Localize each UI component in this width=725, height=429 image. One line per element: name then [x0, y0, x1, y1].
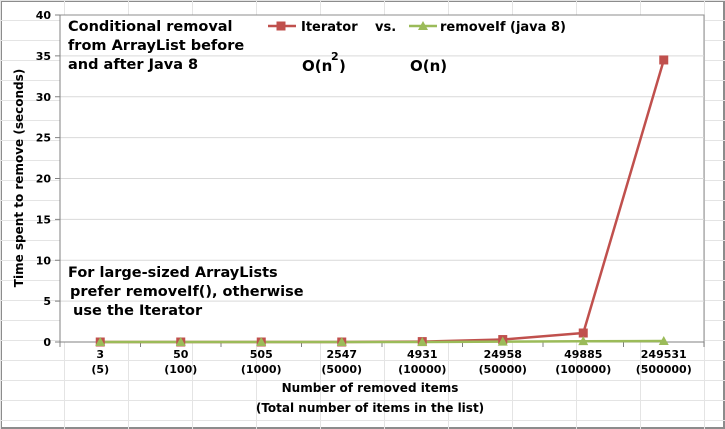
- title-line: Conditional removal: [68, 19, 233, 35]
- complexity-iterator-exponent: 2: [331, 50, 339, 63]
- data-point-removeif-java-8: [417, 337, 428, 346]
- data-point-removeif-java-8: [95, 337, 106, 346]
- x-tick-label: 50: [173, 348, 189, 361]
- legend-iterator-marker: [276, 21, 286, 31]
- y-tick-label: 15: [36, 213, 51, 226]
- x-tick-sublabel: (5): [91, 363, 109, 376]
- data-point-removeif-java-8: [497, 336, 508, 346]
- x-tick-label: 24958: [484, 348, 522, 361]
- x-tick-labels: 3 (5) 50 (100) 505 (1000) 2547 (5000) 4931 (10000…: [91, 348, 691, 376]
- note-line: prefer removeIf(), otherwise: [70, 284, 304, 300]
- series-line-removeif-java-8: [100, 339, 664, 344]
- data-point-removeif-java-8: [578, 336, 589, 346]
- legend-removeif-marker: [418, 21, 428, 30]
- annotation-note: For large-sized ArrayLists prefer remove…: [68, 265, 304, 319]
- legend: Iterator vs. removeIf (java 8): [268, 20, 566, 35]
- complexity-removeif: O(n): [410, 57, 447, 75]
- x-tick-sublabel: (100000): [555, 363, 611, 376]
- y-tick-label: 20: [36, 173, 52, 186]
- data-point-removeif-java-8: [256, 337, 267, 346]
- complexity-labels: O(n 2 ) O(n): [302, 50, 447, 75]
- x-tick-label: 249531: [641, 348, 687, 361]
- x-tick-label: 505: [250, 348, 273, 361]
- y-tick-label: 0: [43, 336, 51, 349]
- note-line: use the Iterator: [73, 303, 203, 319]
- x-tick-label: 3: [96, 348, 104, 361]
- legend-vs-label: vs.: [375, 20, 396, 35]
- gridlines: [55, 14, 704, 343]
- y-tick-label: 40: [36, 9, 52, 22]
- data-point-iterator: [578, 328, 588, 338]
- title-line: from ArrayList before: [68, 38, 244, 54]
- data-point-removeif-java-8: [658, 336, 669, 346]
- y-tick-label: 25: [36, 132, 51, 145]
- chart-title: Conditional removal from ArrayList befor…: [68, 19, 244, 73]
- x-tick-sublabel: (1000): [241, 363, 282, 376]
- x-tick-sublabel: (500000): [636, 363, 692, 376]
- x-tick-sublabel: (50000): [479, 363, 527, 376]
- legend-removeif-label: removeIf (java 8): [440, 20, 566, 35]
- series-lines: [100, 59, 665, 344]
- x-tick-label: 4931: [407, 348, 438, 361]
- x-tick-label: 2547: [326, 348, 357, 361]
- x-tick-sublabel: (10000): [398, 363, 446, 376]
- y-tick-label: 10: [36, 254, 52, 267]
- data-point-iterator: [659, 55, 669, 65]
- x-axis-title: Number of removed items: [282, 381, 459, 395]
- x-tick-sublabel: (100): [164, 363, 197, 376]
- x-tick-sublabel: (5000): [321, 363, 362, 376]
- y-tick-label: 30: [36, 91, 52, 104]
- legend-iterator-label: Iterator: [301, 20, 358, 35]
- y-tick-label: 5: [43, 295, 51, 308]
- x-axis-subtitle: (Total number of items in the list): [256, 401, 484, 415]
- y-axis-title: Time spent to remove (seconds): [12, 69, 26, 287]
- title-line: and after Java 8: [68, 57, 198, 73]
- data-point-removeif-java-8: [336, 337, 347, 346]
- y-tick-labels: 0 5 10 15 20 25 30 35 40: [36, 9, 52, 349]
- data-point-removeif-java-8: [175, 337, 186, 346]
- x-tick-label: 49885: [564, 348, 602, 361]
- complexity-iterator-close: ): [339, 57, 346, 75]
- series-markers: [95, 55, 669, 347]
- y-tick-label: 35: [36, 50, 51, 63]
- note-line: For large-sized ArrayLists: [68, 265, 278, 281]
- complexity-iterator-base: O(n: [302, 57, 332, 75]
